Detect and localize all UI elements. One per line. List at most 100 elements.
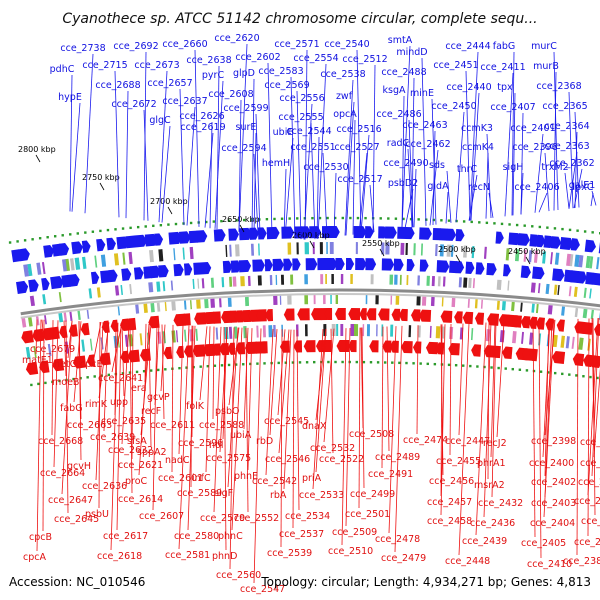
- forward-callout-line: [333, 172, 337, 237]
- feature-stripe: [42, 294, 47, 305]
- feature-stripe: [589, 288, 592, 299]
- gene-arrow: [259, 341, 268, 354]
- gene-arrow: [52, 358, 65, 372]
- position-dot: [61, 234, 64, 237]
- reverse-gene-label: upp: [110, 397, 128, 408]
- position-dot: [157, 368, 160, 372]
- position-dot: [235, 219, 238, 222]
- forward-gene-label: murC: [531, 41, 557, 52]
- position-dot: [582, 375, 585, 378]
- forward-callout-line: [445, 191, 449, 224]
- feature-stripe: [120, 284, 124, 296]
- feature-stripe: [304, 295, 309, 305]
- feature-stripe: [96, 287, 101, 298]
- feature-stripe: [320, 274, 324, 285]
- reverse-callout-line: [591, 318, 600, 477]
- feature-stripe: [426, 275, 430, 286]
- reverse-callout-line: [129, 323, 133, 494]
- gene-arrow: [334, 308, 346, 321]
- gene-arrow: [196, 230, 208, 243]
- position-dot: [249, 362, 252, 366]
- forward-callout-line: [216, 65, 220, 230]
- forward-gene-label: cce_2594: [221, 143, 266, 154]
- forward-callout-line: [143, 109, 149, 221]
- gene-arrow: [133, 267, 144, 280]
- position-dot: [212, 220, 216, 223]
- genome-backbone: [20, 288, 600, 316]
- gene-arrow: [382, 340, 392, 353]
- gene-arrow: [39, 360, 50, 374]
- reverse-gene-label: cce_2639: [90, 432, 135, 443]
- gene-arrow: [212, 343, 221, 356]
- position-dot: [313, 360, 316, 364]
- gene-arrow: [378, 308, 390, 321]
- reverse-gene-label: cce_2369: [580, 437, 600, 448]
- position-dot: [91, 230, 95, 233]
- feature-stripe: [470, 328, 474, 341]
- forward-callout-line: [114, 70, 120, 218]
- reverse-gene-label: cce_2376: [574, 537, 600, 548]
- position-dot: [440, 219, 443, 222]
- gene-arrow: [144, 233, 158, 247]
- forward-gene-label: psbD2: [388, 178, 418, 189]
- gene-arrow: [16, 280, 29, 294]
- gene-arrow: [353, 226, 367, 239]
- reverse-callout-line: [63, 320, 67, 377]
- kbp-tick: [35, 154, 41, 163]
- forward-gene-label: ksgA: [383, 85, 406, 96]
- forward-callout-line: [429, 149, 439, 226]
- reverse-gene-label: cce_2448: [445, 556, 490, 567]
- forward-gene-label: cce_2551: [290, 142, 335, 153]
- gene-arrow: [405, 226, 415, 240]
- gene-arrow: [583, 354, 593, 368]
- forward-callout-line: [194, 49, 200, 227]
- gene-arrow: [99, 352, 111, 366]
- feature-stripe: [390, 295, 393, 305]
- feature-stripe: [499, 330, 505, 343]
- reverse-gene-label: cce_2580: [174, 531, 219, 542]
- position-dot: [483, 365, 486, 369]
- forward-callout-line: [303, 103, 313, 240]
- position-dot: [511, 367, 514, 371]
- forward-gene-label: lpxC: [573, 182, 594, 193]
- feature-stripe: [471, 245, 475, 259]
- forward-callout-line: [84, 53, 94, 214]
- feature-stripe: [435, 326, 441, 339]
- feature-stripe: [21, 318, 27, 328]
- position-dot: [469, 364, 472, 368]
- forward-gene-label: trxM2: [541, 162, 568, 173]
- forward-callout-line: [520, 112, 524, 215]
- forward-callout-lines: [69, 43, 597, 240]
- gene-arrow: [21, 330, 34, 344]
- forward-callout-line: [401, 95, 405, 229]
- feature-stripe: [162, 281, 166, 292]
- gene-arrow: [508, 232, 521, 246]
- forward-callout-line: [372, 64, 376, 233]
- reverse-gene-label: phnD: [212, 551, 237, 562]
- gene-arrow: [597, 358, 600, 368]
- feature-stripe: [583, 287, 587, 298]
- forward-gene-label: mindD: [396, 47, 427, 58]
- feature-stripes-outer: [23, 242, 600, 277]
- forward-callout-line: [310, 122, 316, 240]
- feature-stripe: [329, 242, 334, 255]
- gene-arrow: [454, 311, 463, 324]
- feature-stripe: [467, 298, 470, 308]
- reverse-callout-line: [394, 325, 403, 553]
- reverse-gene-label: sfsA: [127, 436, 147, 447]
- position-dot: [462, 364, 465, 367]
- feature-stripe: [319, 242, 323, 255]
- feature-stripe: [287, 242, 292, 255]
- feature-stripe: [535, 304, 539, 314]
- feature-stripe: [170, 280, 174, 291]
- reverse-callout-line: [178, 325, 184, 455]
- reverse-callout-line: [51, 320, 54, 436]
- position-dot: [76, 232, 79, 235]
- position-dot: [79, 376, 82, 380]
- reverse-gene-label: cce_2614: [118, 494, 163, 505]
- forward-callout-line: [574, 131, 578, 208]
- kbp-tick: [455, 254, 461, 263]
- reverse-callout-line: [223, 326, 227, 551]
- gene-arrow: [551, 351, 566, 364]
- kbp-label: 2450 kbp: [508, 247, 546, 256]
